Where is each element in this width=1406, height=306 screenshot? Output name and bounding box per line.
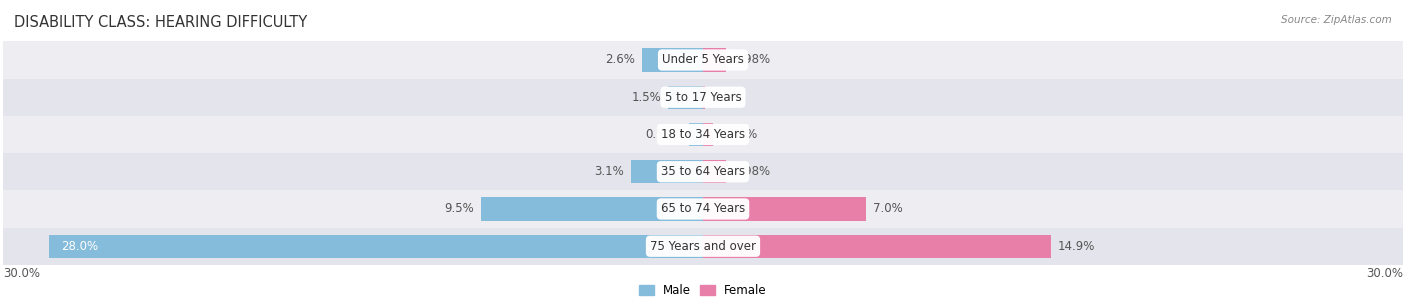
Text: DISABILITY CLASS: HEARING DIFFICULTY: DISABILITY CLASS: HEARING DIFFICULTY [14,15,308,30]
Text: 3.1%: 3.1% [593,165,624,178]
Bar [703,86,706,109]
Bar [703,235,1050,258]
Bar [689,123,703,146]
Bar [3,116,1403,153]
Text: 7.0%: 7.0% [873,203,903,215]
Text: 9.5%: 9.5% [444,203,474,215]
Text: 0.98%: 0.98% [733,54,770,66]
Text: 35 to 64 Years: 35 to 64 Years [661,165,745,178]
Bar [668,86,703,109]
Text: Source: ZipAtlas.com: Source: ZipAtlas.com [1281,15,1392,25]
Legend: Male, Female: Male, Female [634,279,772,302]
Text: 0.1%: 0.1% [713,91,742,104]
Text: 75 Years and over: 75 Years and over [650,240,756,253]
Bar [703,197,866,221]
Text: 5 to 17 Years: 5 to 17 Years [665,91,741,104]
Text: Under 5 Years: Under 5 Years [662,54,744,66]
Bar [631,160,703,183]
Text: 14.9%: 14.9% [1057,240,1095,253]
Bar [49,235,703,258]
Text: 0.58%: 0.58% [645,128,682,141]
Text: 30.0%: 30.0% [1367,267,1403,280]
Bar [703,160,725,183]
Bar [643,48,703,72]
Text: 0.42%: 0.42% [720,128,756,141]
Bar [3,41,1403,79]
Bar [703,123,713,146]
Bar [3,153,1403,190]
Text: 2.6%: 2.6% [606,54,636,66]
Bar [703,48,725,72]
Text: 28.0%: 28.0% [60,240,98,253]
Bar [3,79,1403,116]
Text: 0.98%: 0.98% [733,165,770,178]
Bar [481,197,703,221]
Bar [3,228,1403,265]
Text: 30.0%: 30.0% [3,267,39,280]
Text: 1.5%: 1.5% [631,91,661,104]
Bar [3,190,1403,228]
Text: 65 to 74 Years: 65 to 74 Years [661,203,745,215]
Text: 18 to 34 Years: 18 to 34 Years [661,128,745,141]
